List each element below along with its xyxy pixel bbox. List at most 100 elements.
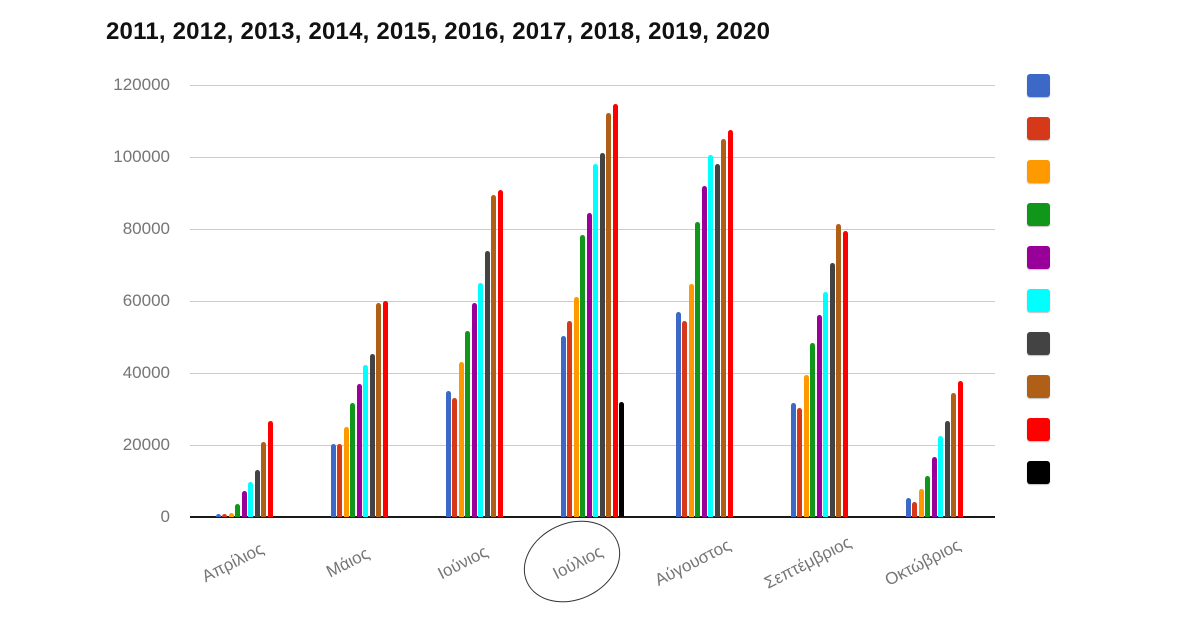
- bar-2012-Οκτώβριος[interactable]: [912, 501, 918, 517]
- bar-2011-Οκτώβριος[interactable]: [905, 497, 911, 517]
- bar-2012-Μάιος[interactable]: [337, 443, 343, 517]
- x-tick-label-Απρίλιος: Απρίλιος: [198, 539, 267, 587]
- bar-2011-Ιούλιος[interactable]: [560, 336, 566, 517]
- bar-2015-Οκτώβριος[interactable]: [931, 457, 937, 517]
- legend-swatch-2019[interactable]: [1027, 418, 1050, 441]
- bar-2016-Σεπτέμβριος[interactable]: [823, 291, 829, 517]
- bar-2016-Ιούνιος[interactable]: [478, 283, 484, 517]
- bar-2017-Μάιος[interactable]: [369, 353, 375, 517]
- chart-title: 2011, 2012, 2013, 2014, 2015, 2016, 2017…: [106, 18, 771, 45]
- bar-2011-Μάιος[interactable]: [330, 443, 336, 517]
- bar-2019-Μάιος[interactable]: [382, 301, 388, 517]
- bar-2013-Ιούλιος[interactable]: [573, 296, 579, 517]
- x-axis-baseline: [190, 516, 995, 518]
- legend-swatch-2013[interactable]: [1027, 160, 1050, 183]
- bar-2012-Απρίλιος[interactable]: [222, 514, 228, 517]
- gridline-120000: [190, 85, 995, 86]
- bar-2018-Απρίλιος[interactable]: [261, 441, 267, 517]
- bar-2014-Αύγουστος[interactable]: [695, 222, 701, 517]
- x-tick-label-Σεπτέμβριος: Σεπτέμβριος: [760, 532, 854, 593]
- bar-2018-Ιούλιος[interactable]: [606, 112, 612, 517]
- bar-2011-Σεπτέμβριος[interactable]: [790, 402, 796, 517]
- bar-2013-Οκτώβριος[interactable]: [918, 488, 924, 517]
- gridline-20000: [190, 445, 995, 446]
- bar-2019-Αύγουστος[interactable]: [727, 130, 733, 517]
- bar-group-Μάιος: [305, 85, 420, 517]
- x-tick-label-Αύγουστος: Αύγουστος: [651, 535, 734, 590]
- bar-2019-Ιούλιος[interactable]: [612, 104, 618, 517]
- gridline-60000: [190, 301, 995, 302]
- y-tick-label-0: 0: [160, 507, 170, 526]
- bar-2017-Ιούνιος[interactable]: [484, 251, 490, 517]
- bar-2014-Ιούνιος[interactable]: [465, 330, 471, 517]
- gridline-80000: [190, 229, 995, 230]
- plot-area: [190, 85, 995, 518]
- bar-2013-Αύγουστος[interactable]: [688, 284, 694, 517]
- bar-2014-Μάιος[interactable]: [350, 403, 356, 517]
- bar-2012-Σεπτέμβριος[interactable]: [797, 407, 803, 517]
- bar-2016-Ιούλιος[interactable]: [593, 164, 599, 517]
- legend: [1027, 74, 1050, 484]
- bar-2018-Ιούνιος[interactable]: [491, 195, 497, 517]
- bar-2011-Αύγουστος[interactable]: [675, 312, 681, 517]
- bar-2014-Ιούλιος[interactable]: [580, 235, 586, 517]
- bar-2018-Αύγουστος[interactable]: [721, 139, 727, 517]
- bar-2017-Σεπτέμβριος[interactable]: [829, 263, 835, 517]
- bar-2013-Ιούνιος[interactable]: [458, 361, 464, 517]
- gridline-100000: [190, 157, 995, 158]
- bar-2016-Αύγουστος[interactable]: [708, 155, 714, 517]
- legend-swatch-2014[interactable]: [1027, 203, 1050, 226]
- bar-2012-Αύγουστος[interactable]: [682, 321, 688, 517]
- bar-2017-Απρίλιος[interactable]: [254, 469, 260, 517]
- bar-group-Ιούνιος: [420, 85, 535, 517]
- legend-swatch-2018[interactable]: [1027, 375, 1050, 398]
- bar-2019-Ιούνιος[interactable]: [497, 190, 503, 517]
- bar-2011-Απρίλιος[interactable]: [215, 514, 221, 517]
- bar-2016-Οκτώβριος[interactable]: [938, 436, 944, 517]
- bar-2012-Ιούνιος[interactable]: [452, 398, 458, 517]
- bar-2014-Οκτώβριος[interactable]: [925, 476, 931, 517]
- bar-2019-Σεπτέμβριος[interactable]: [842, 230, 848, 517]
- bar-2016-Απρίλιος[interactable]: [248, 482, 254, 517]
- y-tick-label-80000: 80000: [122, 219, 170, 238]
- bar-2011-Ιούνιος[interactable]: [445, 391, 451, 517]
- y-tick-label-100000: 100000: [113, 147, 170, 166]
- bar-2015-Ιούνιος[interactable]: [471, 302, 477, 517]
- bar-2018-Μάιος[interactable]: [376, 302, 382, 517]
- legend-swatch-2020[interactable]: [1027, 461, 1050, 484]
- legend-swatch-2011[interactable]: [1027, 74, 1050, 97]
- bar-2013-Μάιος[interactable]: [343, 427, 349, 517]
- bar-2013-Σεπτέμβριος[interactable]: [803, 375, 809, 517]
- bar-2016-Μάιος[interactable]: [363, 365, 369, 517]
- legend-swatch-2015[interactable]: [1027, 246, 1050, 269]
- bar-2015-Ιούλιος[interactable]: [586, 213, 592, 517]
- bar-2018-Οκτώβριος[interactable]: [951, 392, 957, 517]
- bar-2019-Απρίλιος[interactable]: [267, 420, 273, 517]
- y-tick-label-40000: 40000: [122, 363, 170, 382]
- legend-swatch-2016[interactable]: [1027, 289, 1050, 312]
- legend-swatch-2012[interactable]: [1027, 117, 1050, 140]
- bar-2013-Απρίλιος[interactable]: [228, 512, 234, 517]
- bar-2015-Μάιος[interactable]: [356, 384, 362, 517]
- bar-group-Οκτώβριος: [880, 85, 995, 517]
- y-axis-labels: 0 20000 40000 60000 80000 100000 120000: [90, 76, 180, 526]
- bar-2019-Οκτώβριος[interactable]: [957, 380, 963, 517]
- bar-2012-Ιούλιος[interactable]: [567, 321, 573, 517]
- bar-group-Ιούλιος: [535, 85, 650, 517]
- x-tick-label-Μάιος: Μάιος: [322, 543, 372, 582]
- bar-2015-Απρίλιος[interactable]: [241, 491, 247, 517]
- bar-2015-Σεπτέμβριος[interactable]: [816, 315, 822, 517]
- bar-groups: [190, 85, 995, 517]
- bar-2014-Απρίλιος[interactable]: [235, 504, 241, 517]
- bar-2017-Αύγουστος[interactable]: [714, 164, 720, 517]
- gridline-40000: [190, 373, 995, 374]
- bar-2017-Οκτώβριος[interactable]: [944, 420, 950, 517]
- bar-2015-Αύγουστος[interactable]: [701, 185, 707, 517]
- bar-2020-Ιούλιος[interactable]: [619, 401, 625, 517]
- legend-swatch-2017[interactable]: [1027, 332, 1050, 355]
- bar-2018-Σεπτέμβριος[interactable]: [836, 224, 842, 517]
- bar-2014-Σεπτέμβριος[interactable]: [810, 342, 816, 517]
- y-tick-label-20000: 20000: [122, 435, 170, 454]
- bar-2017-Ιούλιος[interactable]: [599, 153, 605, 517]
